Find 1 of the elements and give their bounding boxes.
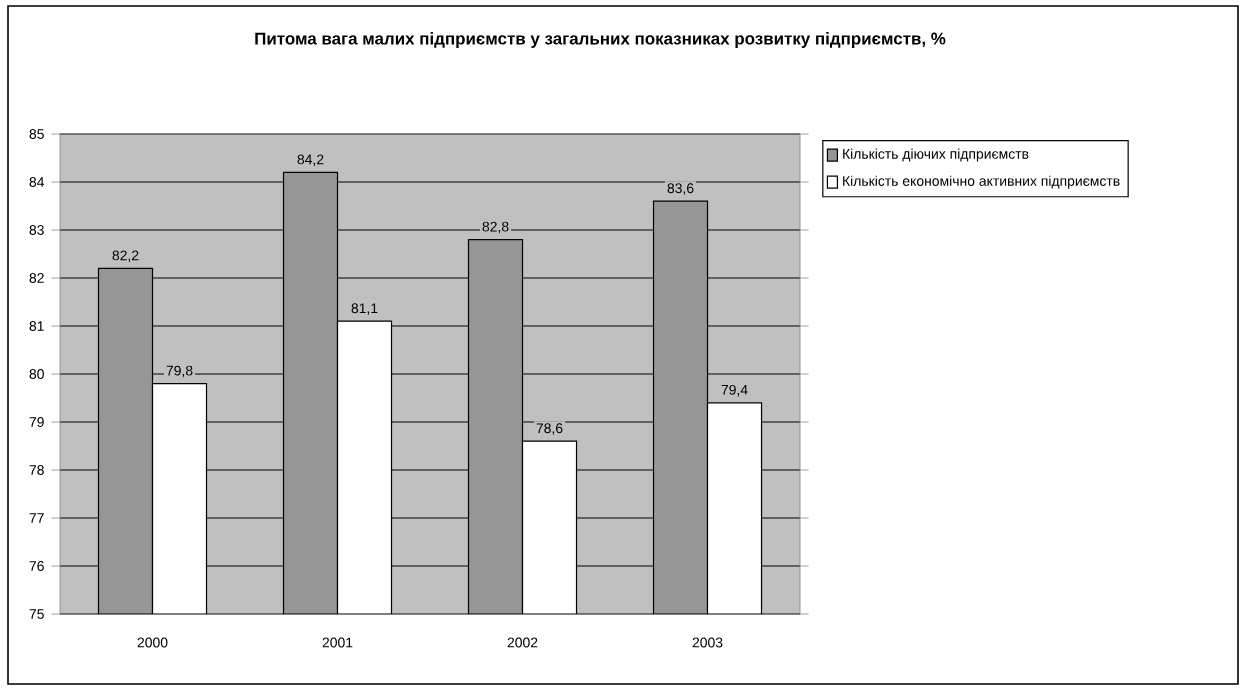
chart-title: Питома вага малих підприємств у загальних показниках розвитку підприємств, % [255, 32, 946, 48]
